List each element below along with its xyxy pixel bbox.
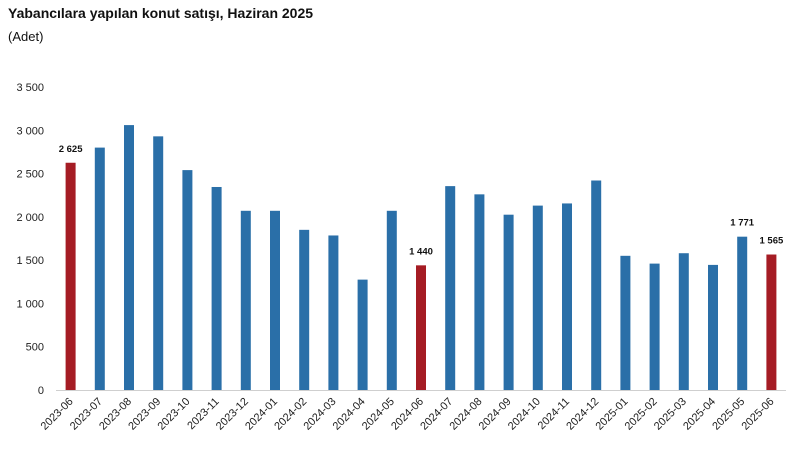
bar bbox=[94, 147, 105, 390]
y-tick-label: 1 500 bbox=[16, 255, 44, 267]
bar bbox=[182, 170, 193, 390]
bar bbox=[708, 264, 718, 390]
bar bbox=[211, 186, 222, 390]
data-label: 1 565 bbox=[760, 236, 784, 247]
y-tick-label: 3 500 bbox=[16, 82, 44, 94]
y-tick-label: 1 000 bbox=[16, 298, 44, 310]
chart-subtitle: (Adet) bbox=[8, 29, 44, 44]
bar bbox=[620, 255, 631, 390]
bar bbox=[65, 162, 76, 390]
bar bbox=[678, 253, 689, 390]
bar bbox=[532, 205, 543, 390]
bar bbox=[649, 263, 660, 390]
data-label: 1 440 bbox=[409, 246, 433, 257]
bar bbox=[240, 210, 251, 390]
x-tick-label: 2024-10 bbox=[506, 396, 543, 433]
bar bbox=[124, 125, 134, 390]
bar bbox=[737, 236, 748, 390]
bar bbox=[503, 214, 514, 390]
x-tick-label: 2023-10 bbox=[155, 396, 192, 433]
data-label: 1 771 bbox=[730, 218, 754, 229]
bar bbox=[591, 180, 602, 390]
bar bbox=[357, 279, 368, 390]
y-tick-label: 0 bbox=[38, 385, 44, 397]
chart-title: Yabancılara yapılan konut satışı, Hazira… bbox=[8, 5, 314, 21]
y-tick-label: 2 500 bbox=[16, 169, 44, 181]
x-tick-label: 2025-06 bbox=[739, 396, 776, 433]
bar bbox=[562, 203, 572, 390]
bar bbox=[153, 136, 164, 390]
bar bbox=[328, 235, 339, 390]
y-tick-label: 3 000 bbox=[16, 125, 44, 137]
bar bbox=[766, 254, 777, 390]
data-label: 2 625 bbox=[59, 144, 83, 155]
y-tick-label: 500 bbox=[26, 342, 44, 354]
bar bbox=[270, 210, 280, 390]
bar bbox=[386, 210, 397, 390]
bar bbox=[416, 265, 426, 390]
y-tick-label: 2 000 bbox=[16, 212, 44, 224]
bar bbox=[299, 229, 310, 390]
bar bbox=[445, 186, 456, 390]
bar bbox=[474, 194, 485, 390]
